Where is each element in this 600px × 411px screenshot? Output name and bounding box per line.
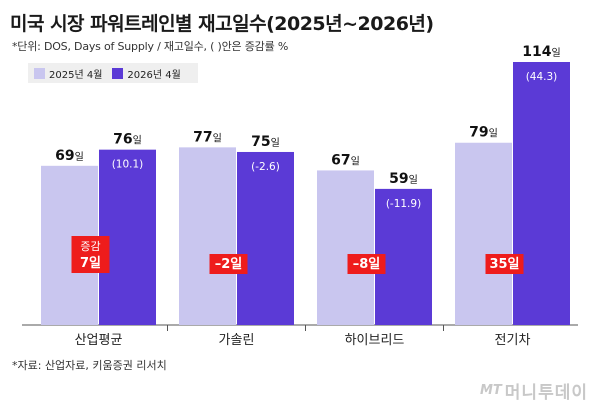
diff-badge (485, 254, 524, 274)
value-label-2025: 67일 (331, 152, 360, 168)
value-label-2026: 76일 (113, 132, 142, 148)
chart-subtitle: *단위: DOS, Days of Supply / 재고일수, ( )안은 증… (12, 40, 289, 53)
legend-label-2026: 2026년 4월 (127, 69, 181, 81)
change-pct-label: (10.1) (112, 159, 144, 171)
legend: 2025년 4월 2026년 4월 (28, 63, 198, 83)
diff-badge-label: –2일 (215, 257, 243, 272)
value-label-2026: 114일 (522, 44, 560, 60)
category-label: 산업평균 (75, 333, 123, 348)
watermark: MT 머니투데이 (480, 378, 588, 403)
value-label-2025: 79일 (469, 125, 498, 141)
diff-badge (209, 254, 248, 274)
watermark-brand: MT (479, 383, 502, 398)
bar-2026 (513, 62, 570, 325)
category-label: 가솔린 (219, 333, 255, 348)
value-label-2025: 69일 (55, 148, 84, 164)
category-label: 하이브리드 (345, 333, 405, 348)
diff-badge-label: 35일 (489, 257, 519, 272)
change-pct-label: (-11.9) (386, 198, 421, 210)
category-label: 전기차 (495, 333, 531, 348)
value-label-2026: 75일 (251, 134, 280, 150)
legend-item-2026: 2026년 4월 (112, 66, 181, 81)
watermark-name: 머니투데이 (504, 383, 588, 403)
change-pct-label: (44.3) (526, 71, 558, 83)
diff-badge-label: 증감 (80, 240, 100, 253)
legend-item-2025: 2025년 4월 (34, 66, 102, 81)
legend-swatch-2026 (112, 67, 124, 79)
legend-swatch-2025 (34, 67, 45, 79)
diff-badge (71, 236, 110, 273)
source-note: *자료: 산업자료, 키움증권 리서치 (12, 359, 167, 372)
bar-2026 (237, 151, 294, 325)
bar-2025 (455, 142, 512, 325)
change-pct-label: (-2.6) (251, 161, 280, 173)
diff-badge-label: 7일 (80, 256, 101, 271)
diff-badge-label: –8일 (353, 257, 381, 272)
chart-title: 미국 시장 파워트레인별 재고일수(2025년~2026년) (10, 13, 434, 35)
bar-2025 (179, 147, 236, 325)
value-label-2025: 77일 (193, 129, 222, 145)
bar-2025 (317, 170, 374, 325)
legend-label-2025: 2025년 4월 (49, 69, 103, 81)
value-label-2026: 59일 (389, 171, 418, 187)
diff-badge (347, 254, 386, 274)
